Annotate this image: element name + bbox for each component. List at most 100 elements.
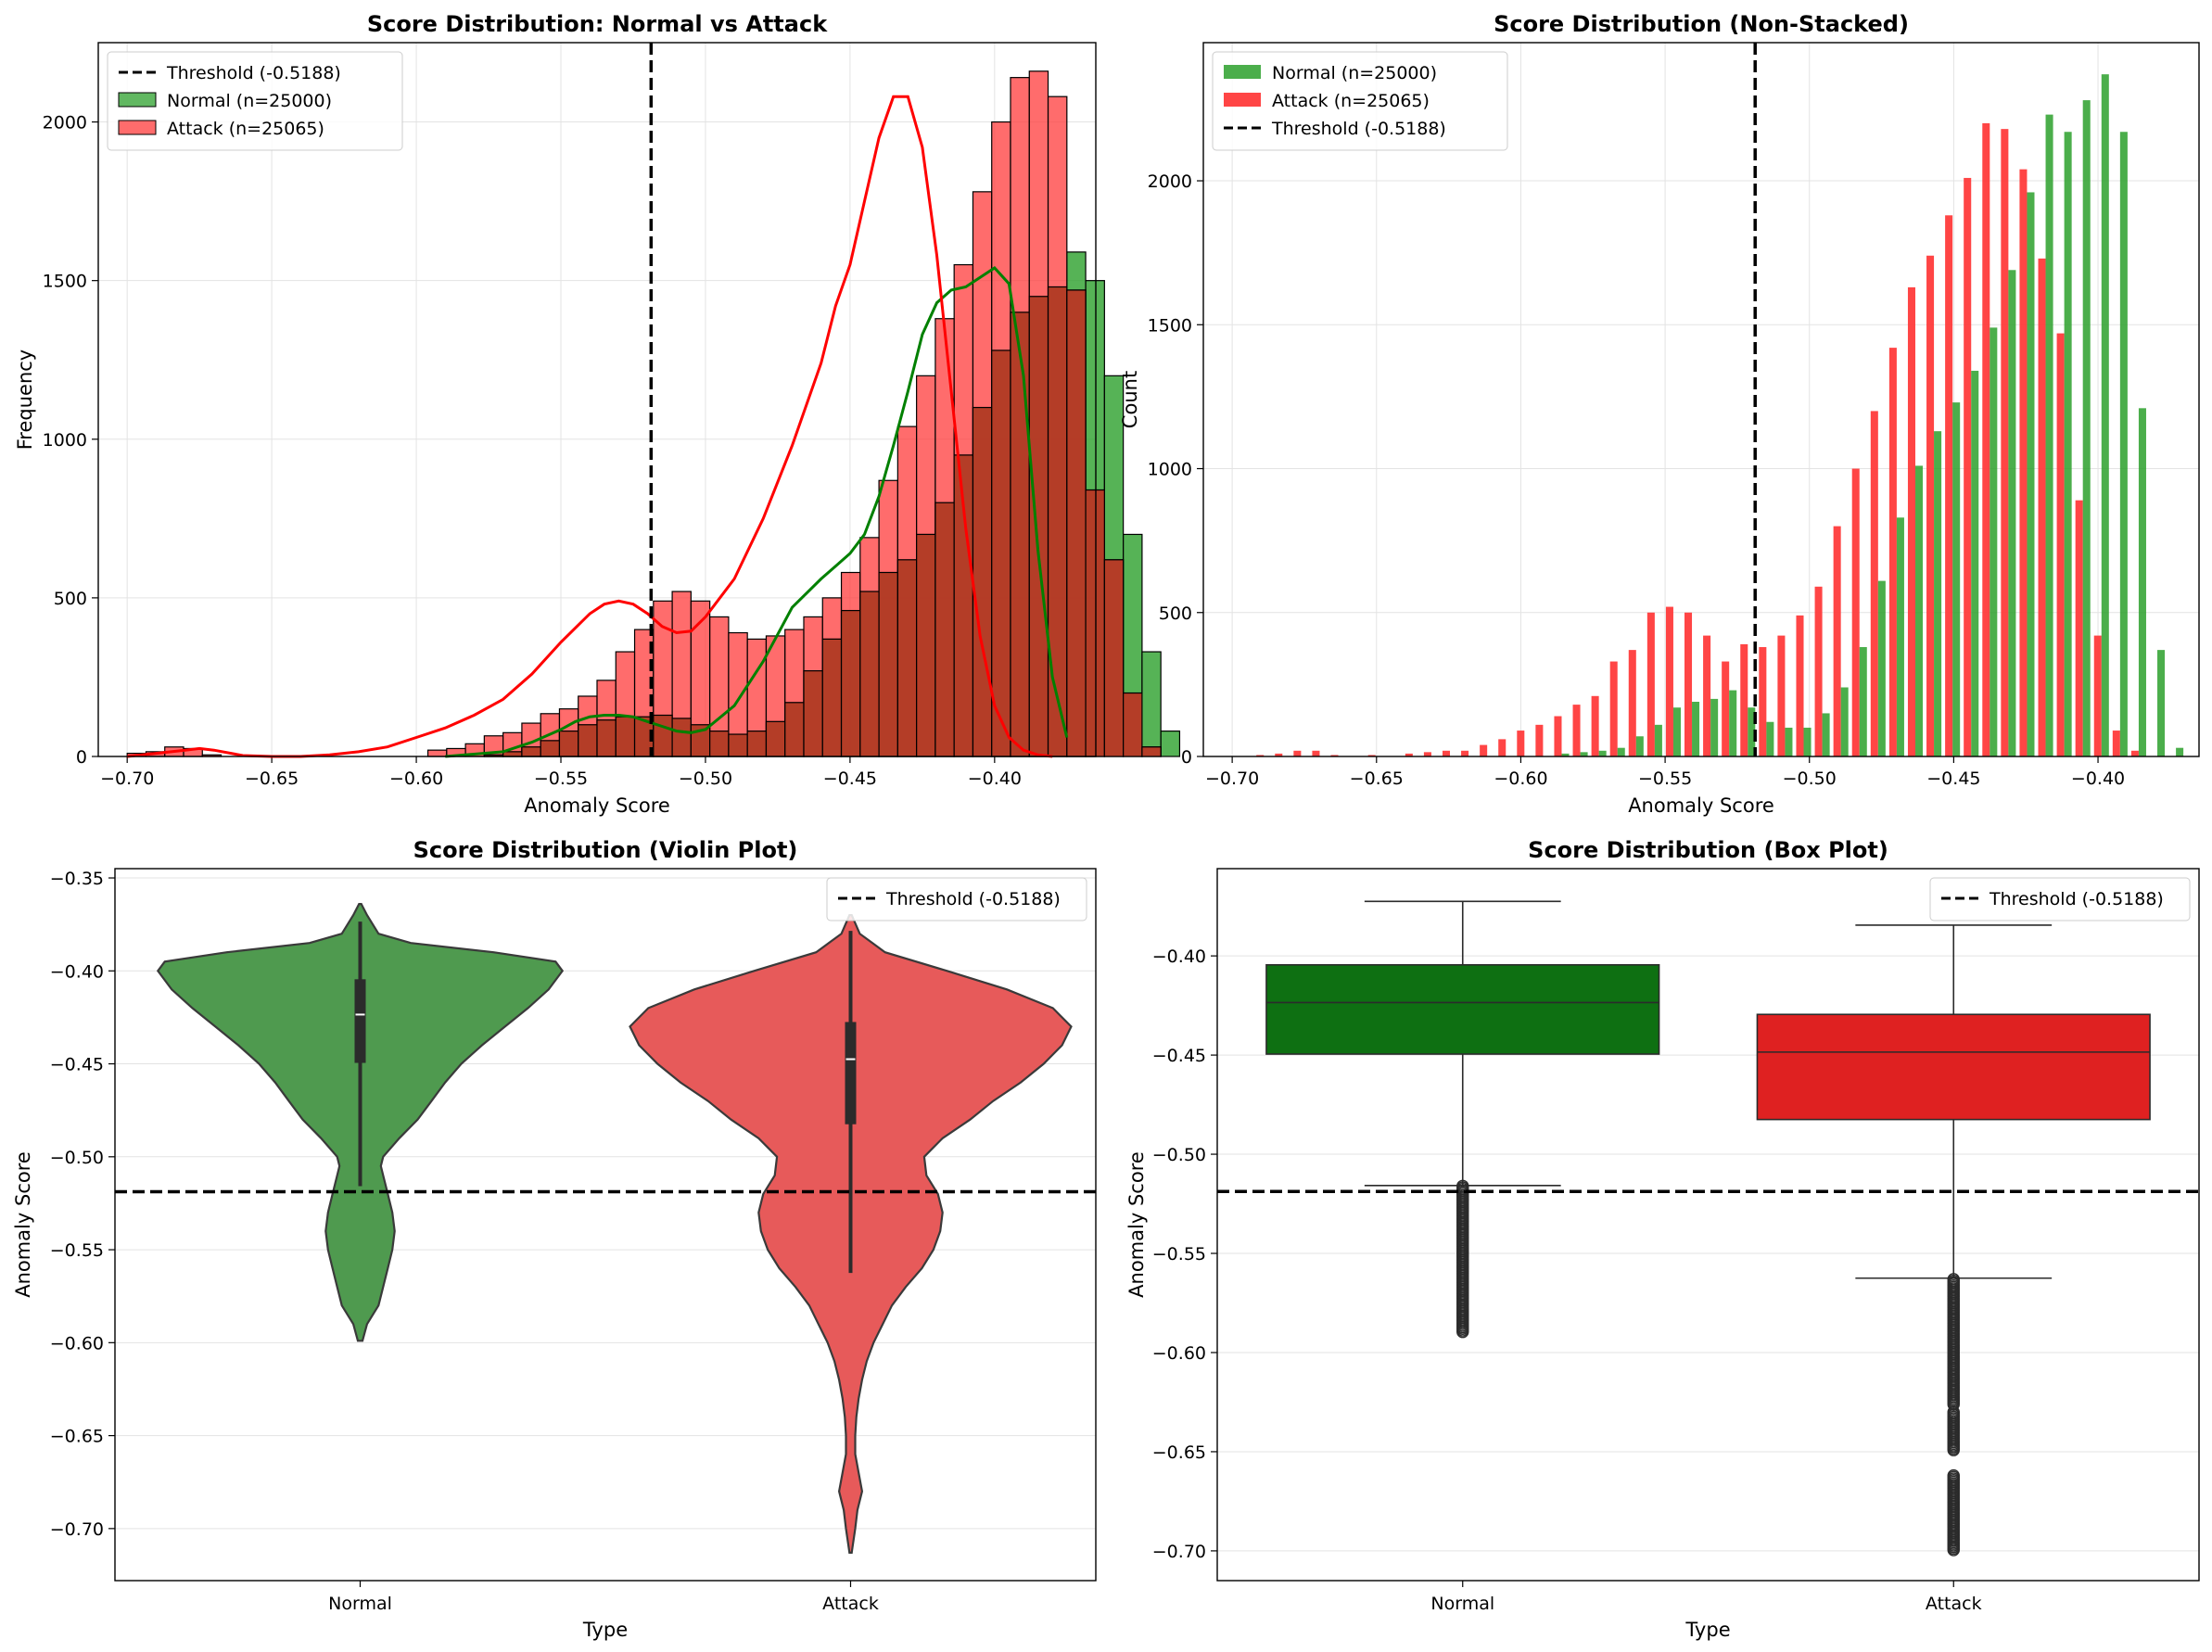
bar-normal [1766,721,1774,756]
histogram-bar-overlap [1123,692,1143,757]
histogram-bar-overlap [671,718,692,757]
y-tick-label: −0.70 [50,1519,104,1540]
y-axis-label: Anomaly Score [12,1151,34,1298]
legend-entry: Normal (n=25000) [1272,63,1437,83]
bar-attack [1926,255,1935,756]
histogram-bar-overlap [1047,286,1068,757]
bar-normal [1914,465,1924,756]
bar-attack [1722,661,1730,756]
y-tick-label: −0.55 [1152,1244,1206,1264]
y-tick-label: −0.60 [50,1333,104,1353]
chart-boxplot: −0.70 −0.65 −0.60 −0.55 −0.50 −0.45 −0.40 Norma… [1125,837,2200,1641]
bar-attack [1461,750,1469,756]
histogram-bar-overlap [1066,289,1087,757]
legend-entry: Threshold (-0.5188) [166,63,341,83]
x-tick-label: −0.40 [2071,769,2125,789]
y-tick-label: −0.55 [50,1240,104,1261]
y-tick-label: −0.45 [50,1055,104,1075]
plot-frame [1202,42,2200,757]
bar-normal [1971,370,1979,756]
bar-normal [2138,408,2146,756]
x-tick-label: −0.45 [1926,769,1980,789]
y-tick-label: 1000 [1148,460,1192,480]
bar-normal [1617,747,1625,756]
bar-attack [2056,333,2065,756]
chart-violin: −0.70 −0.65 −0.60 −0.55 −0.50 −0.45 −0.40 −0.35… [12,837,1097,1641]
y-tick-label: 1000 [43,430,87,451]
x-tick-label: −0.55 [534,769,588,789]
bar-normal [1729,690,1737,756]
bar-attack [1833,526,1841,756]
bar-attack [1312,750,1320,756]
chart-title: Score Distribution (Non-Stacked) [1494,11,1909,37]
x-tick-label: Attack [1926,1594,1982,1614]
bar-attack [2075,500,2083,756]
bar-attack [1442,750,1451,756]
y-tick-label: 1500 [43,272,87,292]
bar-attack [1777,635,1786,756]
histogram-bar-overlap [615,716,636,757]
y-tick-label: 2000 [1148,172,1192,192]
bar-attack [1646,612,1655,756]
legend-swatch [1224,65,1261,79]
legend-entry: Normal (n=25000) [167,91,332,111]
histogram-bar-overlap [840,609,861,757]
bar-attack [1740,643,1748,756]
bar-attack [1554,716,1562,756]
x-tick-label: −0.40 [968,769,1022,789]
violin-iqr-box [354,979,366,1063]
plot-frame [1216,868,2200,1582]
y-axis-label: Frequency [14,349,36,451]
violin-iqr-box [845,1022,857,1125]
bar-attack [1367,755,1376,756]
histogram-bar-overlap [803,669,823,757]
x-axis-label: Type [1684,1619,1730,1641]
bar-normal [1748,707,1756,756]
bar-normal [1990,327,1998,756]
bar-attack [1480,744,1488,756]
x-axis-label: Anomaly Score [1628,794,1774,817]
histogram-bar-overlap [878,571,898,757]
bar-attack [2001,129,2009,757]
x-tick-label: Normal [328,1594,392,1614]
bar-attack [1535,724,1544,756]
legend-swatch [118,120,157,135]
kde-curve-attack [127,95,1053,758]
bar-normal [2157,650,2166,756]
chart-title: Score Distribution (Violin Plot) [413,837,798,863]
x-tick-label: −0.45 [823,769,877,789]
x-tick-label: −0.55 [1638,769,1692,789]
bar-attack [1888,348,1897,756]
bar-normal [1598,750,1607,756]
x-tick-label: −0.70 [100,769,154,789]
bar-attack [1870,411,1878,756]
bar-normal [1654,724,1662,756]
y-tick-label: −0.45 [1152,1046,1206,1066]
box-outlier [1456,1326,1469,1339]
bar-attack [1591,695,1599,756]
x-tick-label: −0.60 [1494,769,1547,789]
bar-attack [1293,750,1302,756]
chart-title: Score Distribution (Box Plot) [1528,837,1888,863]
bar-attack [1423,752,1431,756]
bar-normal [1692,702,1700,756]
y-tick-label: −0.50 [1152,1145,1206,1165]
y-tick-label: −0.70 [1152,1542,1206,1562]
histogram-bar-overlap [1103,559,1125,757]
bar-attack [2112,731,2120,756]
bar-attack [1964,177,1972,756]
y-tick-label: −0.35 [50,869,104,889]
box-outlier [1947,1443,1960,1456]
bar-normal [2008,270,2016,757]
histogram-bar-overlap [821,638,843,757]
histogram-bar-overlap [746,731,768,757]
histogram-bar-overlap [728,733,748,757]
x-axis-label: Type [582,1619,628,1641]
bar-normal [2119,132,2128,756]
y-tick-label: 500 [1159,604,1192,624]
bar-normal [1561,753,1570,756]
bar-normal [1952,402,1961,756]
legend-entry: Attack (n=25065) [167,119,324,139]
y-tick-label: −0.60 [1152,1343,1206,1364]
chart-histogram-normal-vs-attack: −0.70 −0.65 −0.60 −0.55 −0.50 −0.45 −0.40 0 500 1… [14,11,1181,817]
